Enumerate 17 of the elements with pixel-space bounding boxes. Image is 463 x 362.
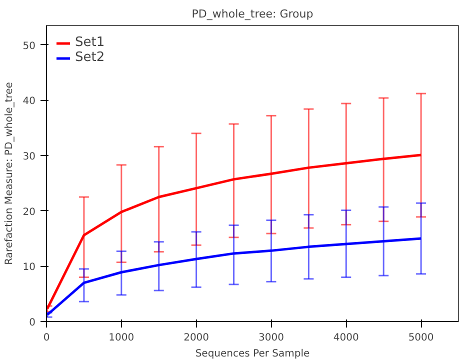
x-axis-title: Sequences Per Sample [195,348,310,360]
y-tick-label: 50 [22,40,36,52]
chart-title: PD_whole_tree: Group [192,8,314,20]
x-tick-label: 5000 [408,332,434,344]
x-tick-label: 1000 [108,332,134,344]
y-tick-label: 30 [22,152,36,163]
y-tick-label: 0 [29,318,36,328]
x-tick-label: 3000 [258,332,284,344]
x-tick-label: 0 [43,332,50,344]
y-tick-label: 20 [22,206,36,218]
x-tick-label: 2000 [184,332,210,344]
y-tick-label: 40 [22,96,36,108]
y-tick-label: 10 [22,262,36,274]
legend-label: Set1 [75,35,105,50]
y-axis-title: Rarefaction Measure: PD_whole_tree [4,82,15,265]
x-tick-label: 4000 [333,332,359,344]
legend-label: Set2 [75,50,105,65]
